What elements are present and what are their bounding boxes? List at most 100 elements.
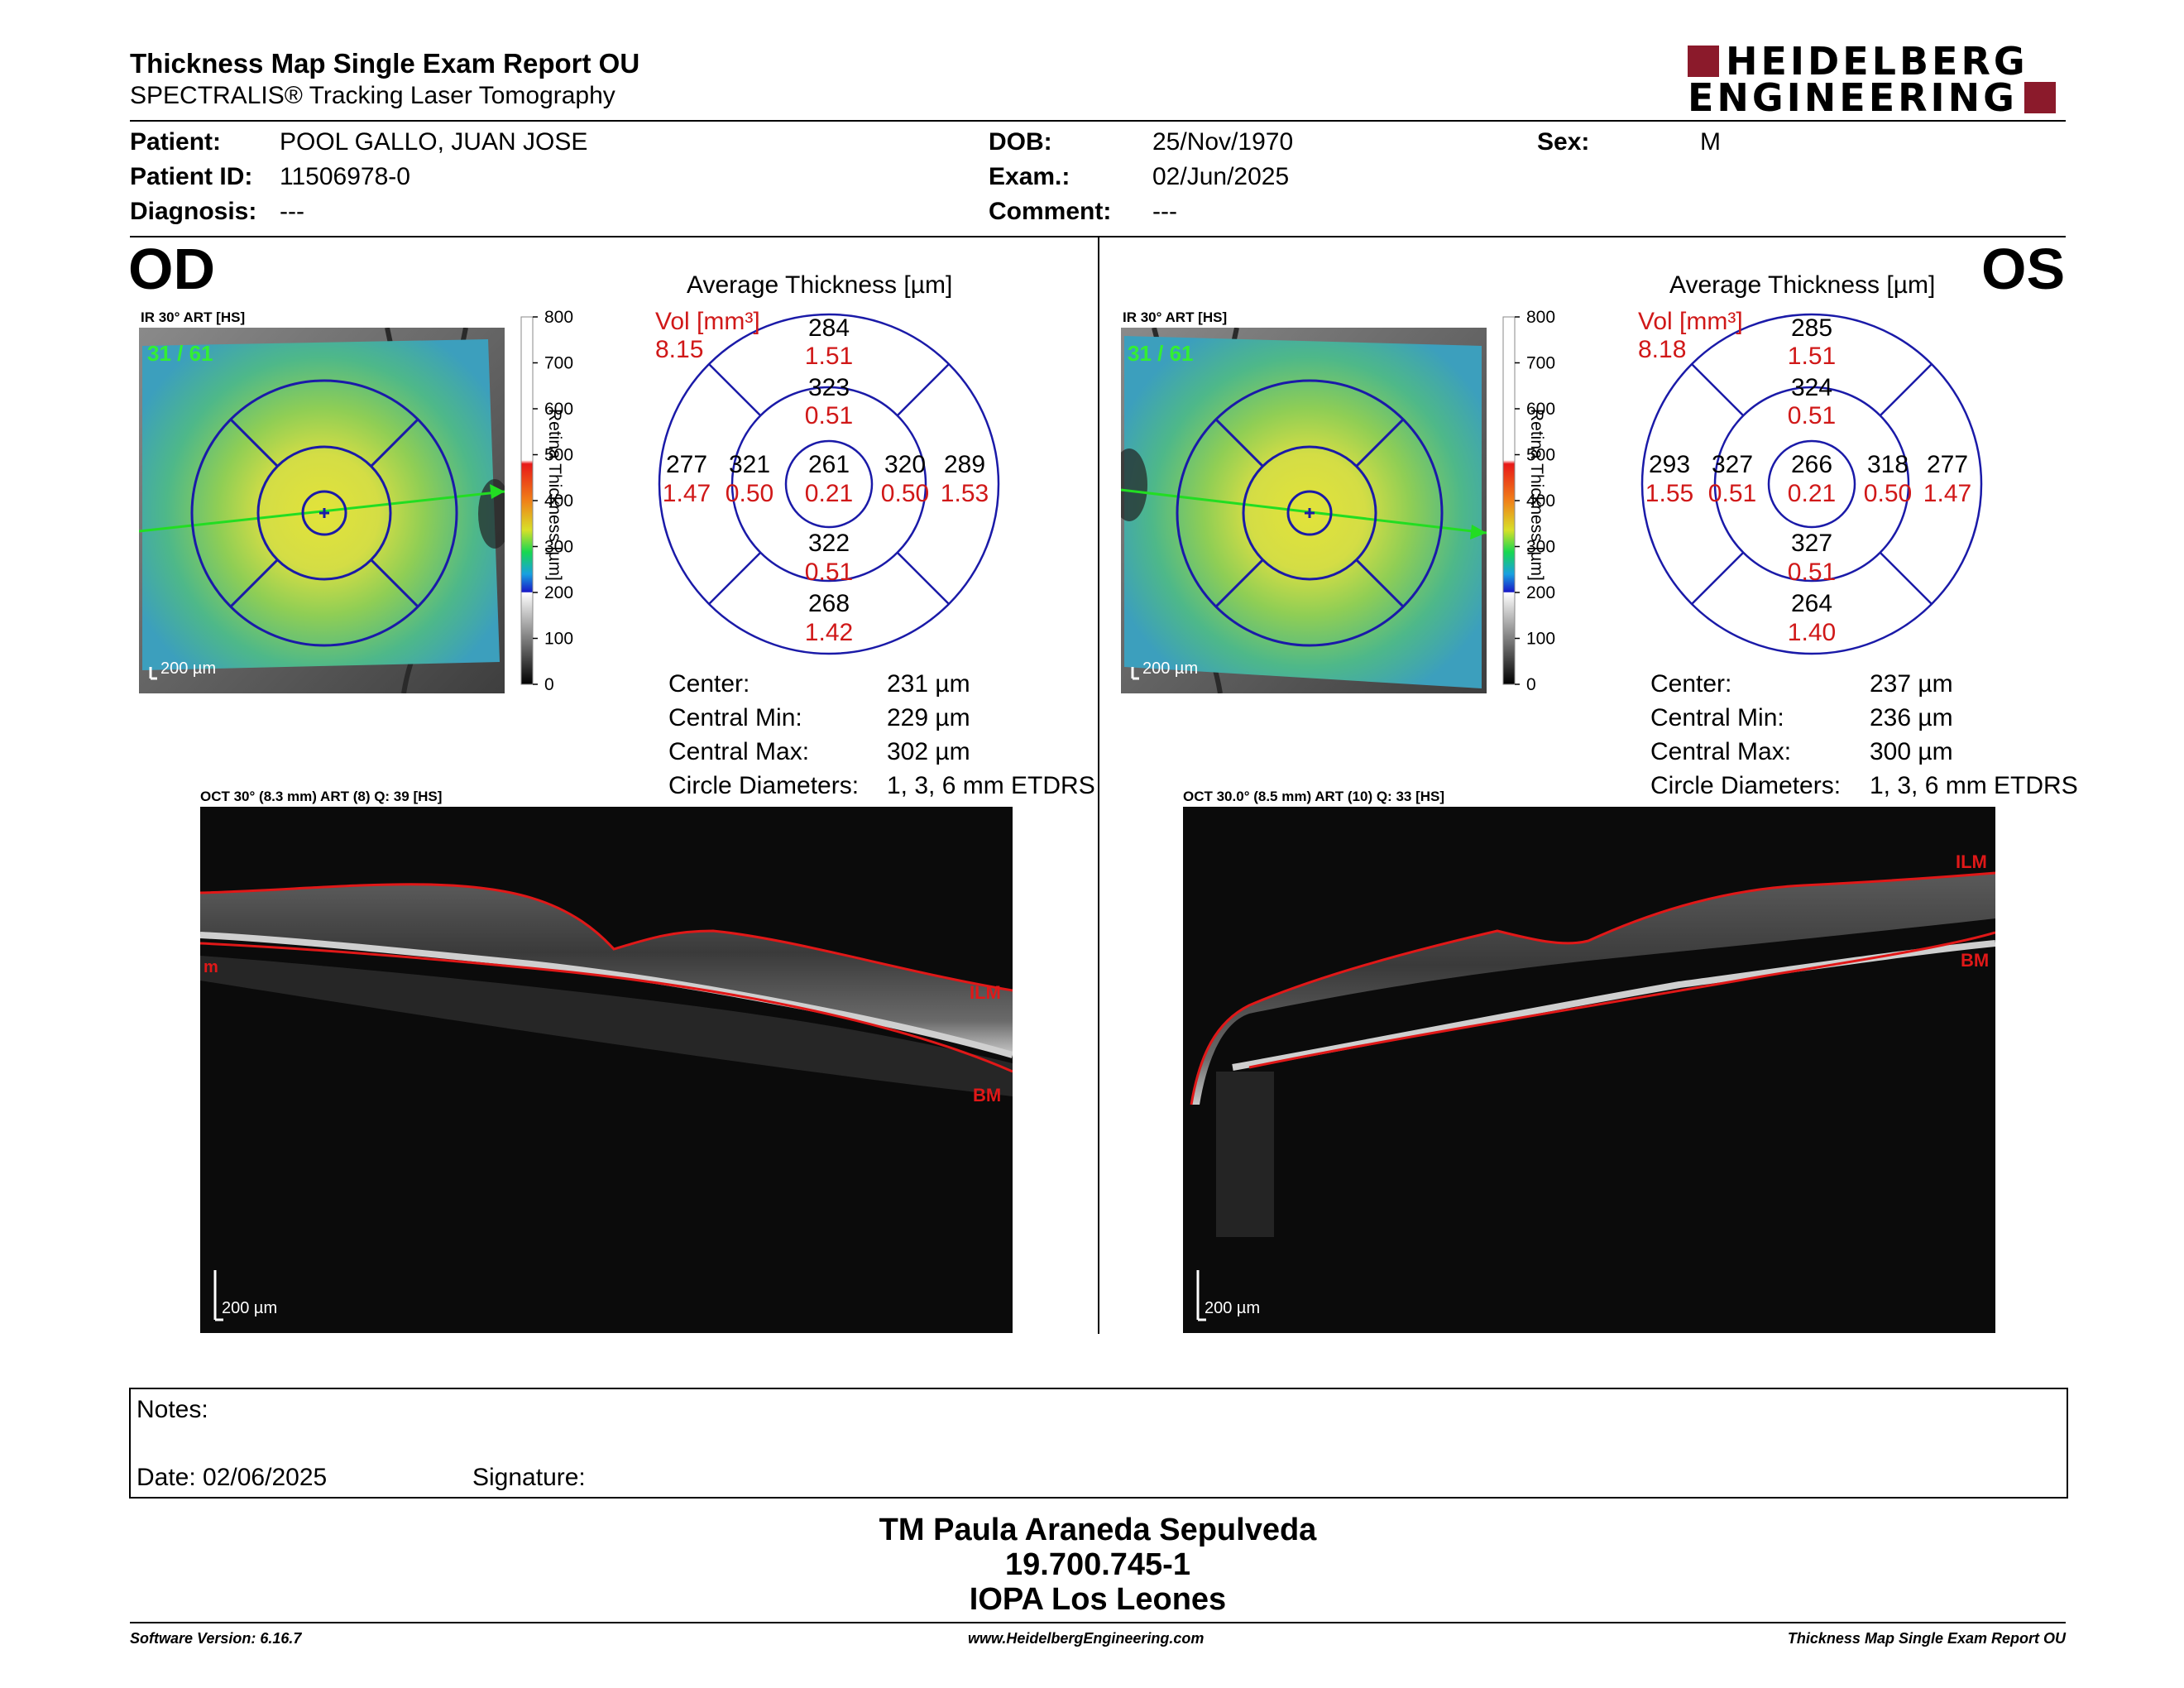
od-colorbar-label: Retina Thickness [µm] xyxy=(545,409,564,581)
dob-label: DOB: xyxy=(989,128,1052,156)
od-oct-bscan: ILM BM m 200 µm xyxy=(200,807,1013,1333)
os-vol-label: Vol [mm³] xyxy=(1638,308,1743,335)
colorbar-tick-label: 600 xyxy=(544,400,573,419)
colorbar-tick-label: 800 xyxy=(544,308,573,327)
od-colorbar: 800 700 600 500 400 300 200 100 0 xyxy=(520,308,573,694)
od-outer-nasal: 289 xyxy=(943,451,986,478)
od-outer-inferior: 268 xyxy=(807,590,850,617)
colorbar-tick-label: 800 xyxy=(1526,308,1555,327)
od-inner-nasal-vol: 0.50 xyxy=(880,480,930,507)
os-stat-min-label: Central Min: xyxy=(1650,704,1784,731)
signature-institution: IOPA Los Leones xyxy=(969,1582,1227,1617)
od-inner-inferior: 322 xyxy=(807,530,850,557)
od-outer-superior: 284 xyxy=(807,314,850,342)
os-ir-frames: 31 / 61 xyxy=(1128,341,1194,366)
patient-divider xyxy=(130,236,2066,237)
footer-website: www.HeidelbergEngineering.com xyxy=(968,1630,1205,1647)
od-vol-label: Vol [mm³] xyxy=(655,308,760,335)
colorbar-tick-label: 100 xyxy=(544,630,573,649)
diagnosis-label: Diagnosis: xyxy=(130,198,257,225)
os-inner-temporal: 318 xyxy=(1866,451,1909,478)
report-title: Thickness Map Single Exam Report OU xyxy=(130,48,640,79)
dob-value: 25/Nov/1970 xyxy=(1152,128,1294,156)
exam-label: Exam.: xyxy=(989,163,1070,190)
od-stat-max-label: Central Max: xyxy=(668,738,810,765)
sex-value: M xyxy=(1700,128,1721,156)
logo-line-2: ENGINEERING xyxy=(1688,75,2018,120)
os-stat-max-value: 300 µm xyxy=(1870,738,1953,765)
patient-label: Patient: xyxy=(130,128,222,156)
od-left-mark: m xyxy=(204,958,218,976)
diagnosis-value: --- xyxy=(280,198,304,225)
patient-id-value: 11506978-0 xyxy=(280,163,410,190)
os-inner-inferior: 327 xyxy=(1790,530,1833,557)
os-center-vol: 0.21 xyxy=(1787,480,1837,507)
od-inner-inferior-vol: 0.51 xyxy=(804,559,854,586)
od-inner-superior-vol: 0.51 xyxy=(804,402,854,429)
os-outer-temporal-vol: 1.47 xyxy=(1923,480,1972,507)
comment-label: Comment: xyxy=(989,198,1112,225)
od-ir-scale: 200 µm xyxy=(160,659,216,678)
od-ir-frames: 31 / 61 xyxy=(147,341,213,366)
colorbar-tick-label: 500 xyxy=(544,446,573,465)
od-etdrs-grid xyxy=(658,313,1000,655)
od-stat-max-value: 302 µm xyxy=(887,738,970,765)
colorbar-tick-label: 300 xyxy=(544,538,573,557)
os-avg-title: Average Thickness [µm] xyxy=(1669,271,1936,299)
colorbar-tick-label: 200 xyxy=(1526,583,1555,602)
od-ir-label: IR 30° ART [HS] xyxy=(141,309,246,325)
os-inner-nasal-vol: 0.51 xyxy=(1707,480,1757,507)
od-outer-nasal-vol: 1.53 xyxy=(940,480,989,507)
eye-divider xyxy=(1098,237,1099,1334)
od-stat-diam-label: Circle Diameters: xyxy=(668,772,860,799)
os-oct-scale: 200 µm xyxy=(1205,1299,1260,1317)
od-inner-superior: 323 xyxy=(807,374,850,401)
os-stat-diam-value: 1, 3, 6 mm ETDRS xyxy=(1870,772,2078,799)
notes-signature-label: Signature: xyxy=(472,1464,586,1491)
os-inner-temporal-vol: 0.50 xyxy=(1863,480,1913,507)
od-inner-nasal: 320 xyxy=(884,451,927,478)
od-center: 261 xyxy=(807,451,850,478)
os-oct-bscan: ILM BM 200 µm xyxy=(1183,807,1995,1333)
comment-value: --- xyxy=(1152,198,1177,225)
od-stat-center-value: 231 µm xyxy=(887,670,970,698)
os-outer-inferior-vol: 1.40 xyxy=(1787,619,1837,646)
colorbar-tick-label: 0 xyxy=(1526,675,1536,694)
od-eye-label: OD xyxy=(128,237,215,301)
od-bm-label: BM xyxy=(973,1085,1001,1105)
os-colorbar: 800 700 600 500 400 300 200 100 0 xyxy=(1502,308,1555,694)
od-stat-min-value: 229 µm xyxy=(887,704,970,731)
colorbar-tick-label: 0 xyxy=(544,675,554,694)
footer-software-version: Software Version: 6.16.7 xyxy=(130,1630,302,1647)
colorbar-tick-label: 100 xyxy=(1526,630,1555,649)
os-stat-diam-label: Circle Diameters: xyxy=(1650,772,1842,799)
colorbar-tick-label: 500 xyxy=(1526,446,1555,465)
os-inner-inferior-vol: 0.51 xyxy=(1787,559,1837,586)
notes-label: Notes: xyxy=(136,1396,208,1423)
os-etdrs-grid xyxy=(1640,313,1983,655)
os-stat-min-value: 236 µm xyxy=(1870,704,1953,731)
od-outer-temporal: 277 xyxy=(665,451,708,478)
od-outer-superior-vol: 1.51 xyxy=(804,343,854,370)
colorbar-tick-label: 600 xyxy=(1526,400,1555,419)
od-oct-label: OCT 30° (8.3 mm) ART (8) Q: 39 [HS] xyxy=(200,789,443,804)
os-vol-total: 8.18 xyxy=(1638,336,1687,363)
os-eye-label: OS xyxy=(1981,237,2066,301)
os-outer-nasal-vol: 1.55 xyxy=(1645,480,1694,507)
header-divider xyxy=(130,120,2066,122)
notes-box[interactable]: Notes: Date: 02/06/2025 Signature: xyxy=(129,1388,2068,1499)
colorbar-tick-label: 700 xyxy=(544,354,573,373)
colorbar-tick-label: 200 xyxy=(544,583,573,602)
os-outer-superior: 285 xyxy=(1790,314,1833,342)
od-stat-min-label: Central Min: xyxy=(668,704,802,731)
signature-name: TM Paula Araneda Sepulveda xyxy=(879,1513,1317,1547)
footer-divider xyxy=(130,1622,2066,1623)
os-outer-superior-vol: 1.51 xyxy=(1787,343,1837,370)
od-center-vol: 0.21 xyxy=(804,480,854,507)
od-avg-title: Average Thickness [µm] xyxy=(687,271,953,299)
patient-id-label: Patient ID: xyxy=(130,163,253,190)
colorbar-tick-label: 400 xyxy=(1526,492,1555,511)
od-outer-temporal-vol: 1.47 xyxy=(662,480,711,507)
os-bm-label: BM xyxy=(1961,950,1989,971)
notes-date: Date: 02/06/2025 xyxy=(136,1464,328,1491)
